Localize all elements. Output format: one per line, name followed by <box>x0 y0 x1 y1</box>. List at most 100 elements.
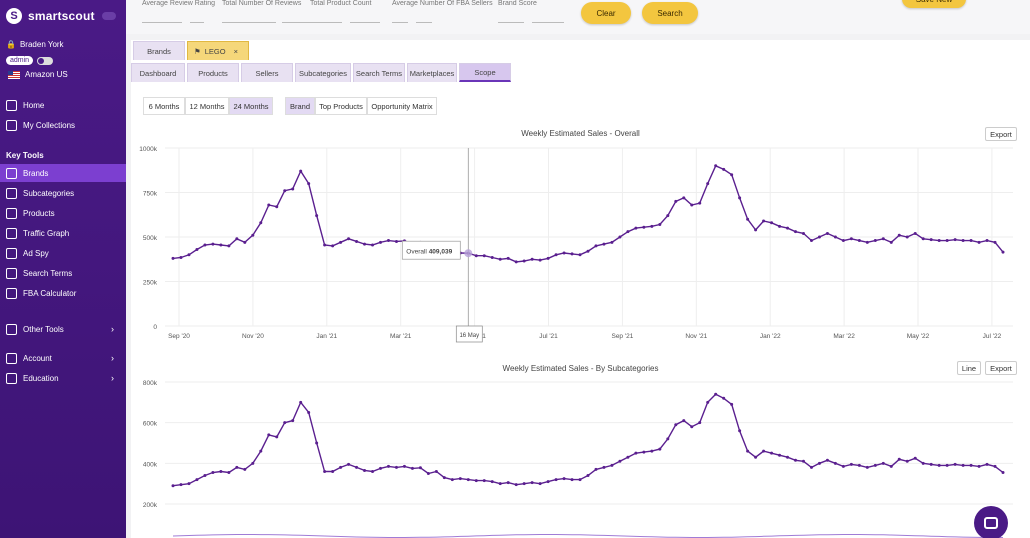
mode-opportunity-matrix-button[interactable]: Opportunity Matrix <box>367 97 437 115</box>
data-point <box>698 421 702 425</box>
account-icon <box>6 352 17 364</box>
admin-toggle[interactable] <box>37 56 54 65</box>
filter-average-fba-sellers[interactable]: Average Number Of FBA Sellers <box>392 0 493 23</box>
user-info: 🔒 Braden York <box>6 40 64 49</box>
nav-education-label: Education <box>23 373 59 383</box>
nav-ad-spy[interactable]: Ad Spy <box>0 244 126 262</box>
data-point <box>841 239 845 243</box>
data-point <box>379 466 382 470</box>
data-point <box>873 463 877 467</box>
nav-traffic-graph-label: Traffic Graph <box>23 228 70 238</box>
filter-label: Brand Score <box>498 0 537 7</box>
tab-dashboard[interactable]: Dashboard <box>131 63 185 82</box>
range-min-line <box>310 22 342 23</box>
app-logo[interactable]: S smartscout <box>6 8 95 24</box>
tab-subcategories[interactable]: Subcategories <box>295 63 351 82</box>
data-point <box>730 173 734 177</box>
data-point <box>227 470 231 474</box>
sidebar-collapse-toggle[interactable] <box>102 12 116 20</box>
data-point <box>618 459 622 463</box>
nav-account[interactable]: Account › <box>0 349 126 367</box>
data-point <box>897 457 901 461</box>
y-tick-label: 0 <box>153 324 157 331</box>
data-point <box>961 463 965 467</box>
tag-icon: ⚑ <box>194 46 201 56</box>
data-point <box>386 464 390 468</box>
mode-top-products-button[interactable]: Top Products <box>315 97 367 115</box>
data-point <box>259 221 263 225</box>
tab-brands-breadcrumb[interactable]: Brands <box>133 41 185 60</box>
data-point <box>586 249 590 253</box>
nav-education[interactable]: Education › <box>0 369 126 387</box>
data-point <box>259 449 263 453</box>
nav-traffic-graph[interactable]: Traffic Graph <box>0 224 126 242</box>
data-point <box>283 189 287 193</box>
data-point <box>251 461 255 465</box>
filter-total-number-of-reviews[interactable]: Total Number Of Reviews <box>222 0 310 23</box>
nav-brands[interactable]: Brands <box>0 164 126 182</box>
marketplace-selector[interactable]: Amazon US <box>8 70 68 79</box>
tab-marketplaces[interactable]: Marketplaces <box>407 63 457 82</box>
nav-products[interactable]: Products <box>0 204 126 222</box>
range-24-months-button[interactable]: 24 Months <box>229 97 273 115</box>
range-6-months-button[interactable]: 6 Months <box>143 97 185 115</box>
save-new-button[interactable]: Save New <box>902 0 966 8</box>
filter-average-review-rating[interactable]: Average Review Rating <box>142 0 215 23</box>
data-point <box>243 240 247 244</box>
tab-search-terms[interactable]: Search Terms <box>353 63 405 82</box>
filter-brand-score[interactable]: Brand Score <box>498 0 564 23</box>
data-point <box>961 239 965 243</box>
clear-button[interactable]: Clear <box>581 2 631 24</box>
data-point <box>674 199 678 203</box>
data-point <box>881 237 885 241</box>
data-point <box>738 429 742 433</box>
nav-search-terms[interactable]: Search Terms <box>0 264 126 282</box>
x-tick-label: Jan '21 <box>316 333 337 340</box>
range-12-months-button[interactable]: 12 Months <box>185 97 229 115</box>
data-point <box>450 478 454 482</box>
data-point <box>881 461 885 465</box>
nav-home[interactable]: Home <box>0 96 126 114</box>
calculator-icon <box>6 287 17 299</box>
nav-other-tools[interactable]: Other Tools › <box>0 320 126 338</box>
nav-fba-calculator[interactable]: FBA Calculator <box>0 284 126 302</box>
data-point <box>219 243 223 247</box>
tools-icon <box>6 323 17 335</box>
nav-my-collections[interactable]: My Collections <box>0 116 126 134</box>
chevron-right-icon: › <box>111 373 114 383</box>
data-point <box>602 242 606 246</box>
range-max-line <box>282 22 310 23</box>
data-point <box>985 239 989 243</box>
chat-bubble-button[interactable] <box>974 506 1008 538</box>
y-tick-label: 600k <box>143 421 158 428</box>
nav-search-terms-label: Search Terms <box>23 268 73 278</box>
data-point <box>410 466 414 470</box>
range-max-line <box>532 22 564 23</box>
data-point <box>434 469 438 473</box>
data-point <box>770 451 774 455</box>
tab-products[interactable]: Products <box>187 63 239 82</box>
data-point <box>905 235 909 239</box>
chart2-line-button[interactable]: Line <box>957 361 981 375</box>
data-point <box>490 255 494 259</box>
tab-sellers[interactable]: Sellers <box>241 63 293 82</box>
tab-scope[interactable]: Scope <box>459 63 511 82</box>
close-icon[interactable]: × <box>233 46 238 56</box>
search-button[interactable]: Search <box>642 2 698 24</box>
chart1-export-button[interactable]: Export <box>985 127 1017 141</box>
data-point <box>985 462 989 466</box>
data-point <box>977 240 981 244</box>
data-point <box>913 231 917 235</box>
key-tools-heading: Key Tools <box>6 151 44 160</box>
data-point <box>347 237 351 241</box>
mode-brand-button[interactable]: Brand <box>285 97 315 115</box>
data-point <box>371 469 375 473</box>
tab-lego[interactable]: ⚑ LEGO × <box>187 41 249 60</box>
data-point <box>331 469 335 473</box>
data-point <box>969 463 973 467</box>
data-point <box>706 182 710 186</box>
chart2-export-button[interactable]: Export <box>985 361 1017 375</box>
nav-subcategories[interactable]: Subcategories <box>0 184 126 202</box>
home-icon <box>6 99 17 111</box>
filter-total-product-count[interactable]: Total Product Count <box>310 0 380 23</box>
